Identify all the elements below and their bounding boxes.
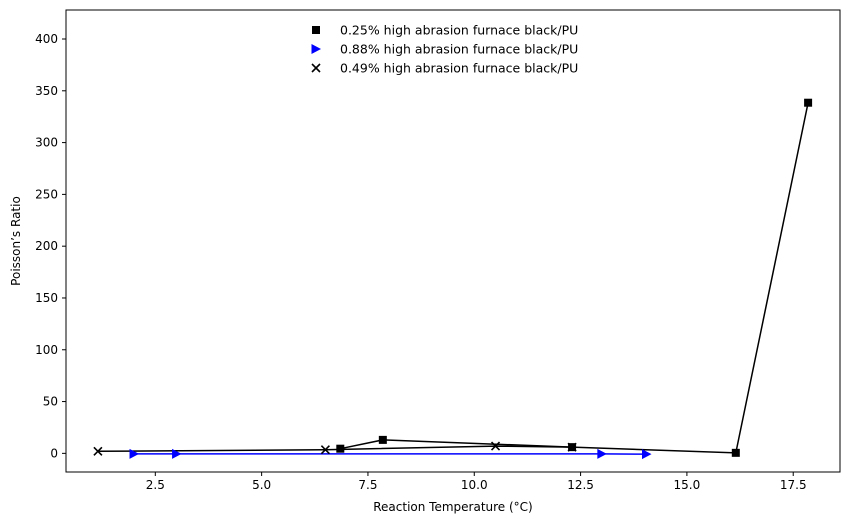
legend-entry: 0.25% high abrasion furnace black/PU bbox=[340, 23, 578, 38]
data-point bbox=[320, 445, 330, 455]
y-tick-label: 400 bbox=[35, 32, 58, 46]
x-tick-label: 15.0 bbox=[674, 478, 701, 492]
y-tick-label: 100 bbox=[35, 343, 58, 357]
data-point bbox=[731, 448, 740, 457]
data-point bbox=[129, 448, 140, 459]
x-tick-label: 10.0 bbox=[461, 478, 488, 492]
x-axis: 2.5 5.0 7.5 10.0 12.5 15.0 17.5 bbox=[146, 472, 807, 492]
data-point bbox=[336, 444, 345, 453]
y-tick-label: 300 bbox=[35, 136, 58, 150]
data-point bbox=[93, 446, 103, 456]
y-tick-label: 200 bbox=[35, 239, 58, 253]
data-point bbox=[490, 441, 501, 451]
x-tick-label: 12.5 bbox=[567, 478, 594, 492]
series-lines bbox=[97, 102, 809, 455]
x-tick-label: 7.5 bbox=[358, 478, 377, 492]
legend-entry: 0.49% high abrasion furnace black/PU bbox=[340, 61, 578, 76]
legend-marker bbox=[312, 26, 320, 34]
data-point bbox=[378, 435, 387, 444]
data-point bbox=[172, 448, 182, 459]
data-point bbox=[597, 448, 607, 459]
x-tick-label: 2.5 bbox=[146, 478, 165, 492]
legend-entry: 0.88% high abrasion furnace black/PU bbox=[340, 42, 578, 57]
y-tick-label: 350 bbox=[35, 84, 58, 98]
y-axis-label: Poisson’s Ratio bbox=[9, 196, 23, 286]
x-tick-label: 17.5 bbox=[780, 478, 807, 492]
data-point bbox=[567, 442, 577, 452]
y-tick-label: 50 bbox=[43, 395, 58, 409]
series-markers bbox=[93, 98, 813, 460]
series-line-0 bbox=[340, 102, 809, 454]
x-axis-label: Reaction Temperature (°C) bbox=[373, 500, 533, 514]
plot-frame bbox=[65, 9, 841, 473]
legend: 0.25% high abrasion furnace black/PU 0.88… bbox=[311, 23, 578, 76]
x-tick-label: 5.0 bbox=[252, 478, 271, 492]
y-tick-label: 250 bbox=[35, 187, 58, 201]
legend-marker bbox=[311, 44, 321, 54]
data-point bbox=[804, 98, 813, 107]
data-point bbox=[642, 449, 652, 460]
y-tick-label: 150 bbox=[35, 291, 58, 305]
legend-marker bbox=[311, 63, 321, 73]
y-tick-label: 0 bbox=[50, 446, 58, 460]
series-line-2 bbox=[97, 445, 573, 453]
y-axis: 0 50 100 150 200 250 300 350 400 bbox=[35, 32, 66, 460]
